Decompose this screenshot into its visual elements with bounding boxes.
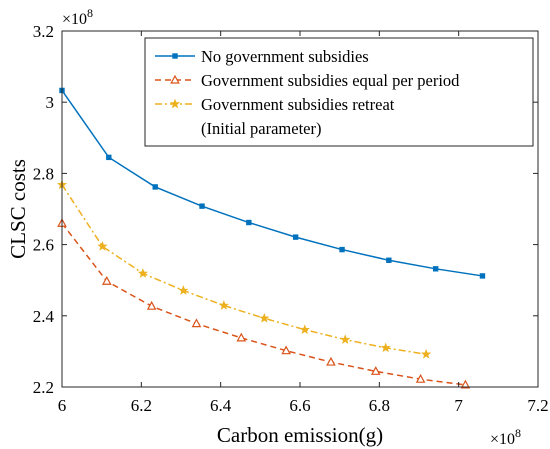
y-axis-multiplier: ×108 (62, 6, 93, 28)
data-point (415, 373, 426, 383)
x-tick-label: 6.8 (369, 396, 390, 415)
y-axis-label: CLSC costs (6, 159, 30, 259)
data-point (152, 184, 158, 190)
data-point (246, 219, 252, 226)
series-layer (56, 87, 486, 389)
data-point (102, 276, 112, 285)
y-tick-label: 2.8 (33, 164, 54, 183)
series-1 (59, 87, 486, 279)
ticks-layer: 6 6.2 6.4 6.6 6.8 7 7.2 2.2 2.4 2.6 2.8 3 3.2 (33, 22, 549, 415)
data-point (370, 366, 381, 375)
data-point (479, 273, 486, 279)
legend-marker (172, 53, 178, 59)
data-point (137, 268, 149, 278)
legend-label: Government subsidies equal per period (201, 71, 460, 90)
data-point (191, 318, 202, 328)
x-tick-label: 6.6 (289, 396, 310, 415)
x-multiplier-base: ×10 (490, 431, 515, 448)
y-multiplier-base: ×10 (62, 11, 87, 28)
data-point (380, 342, 391, 353)
data-point (340, 334, 351, 344)
data-point (326, 356, 336, 366)
legend-label: (Initial parameter) (201, 119, 321, 138)
x-axis-multiplier: ×108 (490, 426, 521, 448)
data-point (460, 379, 471, 389)
data-point (432, 266, 439, 272)
legend-label: Government subsidies retreat (201, 95, 395, 114)
data-point (178, 285, 189, 295)
x-tick-label: 6 (58, 396, 67, 415)
x-multiplier-exponent: 8 (515, 426, 521, 440)
x-tick-label: 7 (454, 396, 463, 415)
x-tick-label: 6.4 (210, 396, 232, 415)
y-tick-label: 3.2 (33, 22, 54, 41)
legend-marker (170, 74, 180, 84)
x-tick-label: 7.2 (527, 396, 548, 415)
legend: No government subsidies Government subsid… (144, 37, 534, 147)
data-point (339, 246, 345, 253)
y-tick-label: 2.2 (33, 378, 54, 397)
y-tick-label: 2.6 (33, 236, 54, 255)
legend-box (144, 37, 534, 147)
legend-marker (169, 98, 181, 109)
data-point (97, 241, 108, 251)
legend-item-2: Government subsidies equal per period (155, 71, 460, 90)
y-tick-label: 2.4 (33, 307, 55, 326)
data-point (199, 203, 205, 209)
series-line (61, 222, 466, 386)
x-axis-label: Carbon emission(g) (217, 423, 383, 447)
data-point (259, 312, 270, 323)
data-point (299, 324, 310, 335)
data-point (281, 345, 291, 355)
series-line (61, 184, 427, 355)
data-point (146, 300, 157, 310)
y-multiplier-exponent: 8 (87, 6, 93, 20)
data-point (218, 300, 229, 310)
data-point (106, 154, 112, 161)
data-point (292, 234, 299, 240)
data-point (236, 332, 247, 342)
data-point (421, 348, 432, 359)
data-point (386, 257, 392, 263)
y-tick-label: 3 (46, 93, 55, 112)
series-line (61, 90, 483, 277)
x-tick-label: 6.2 (131, 396, 152, 415)
legend-label: No government subsidies (201, 47, 369, 66)
legend-item-3: Government subsidies retreat (Initial par… (155, 95, 395, 138)
legend-item-1: No government subsidies (155, 47, 369, 66)
